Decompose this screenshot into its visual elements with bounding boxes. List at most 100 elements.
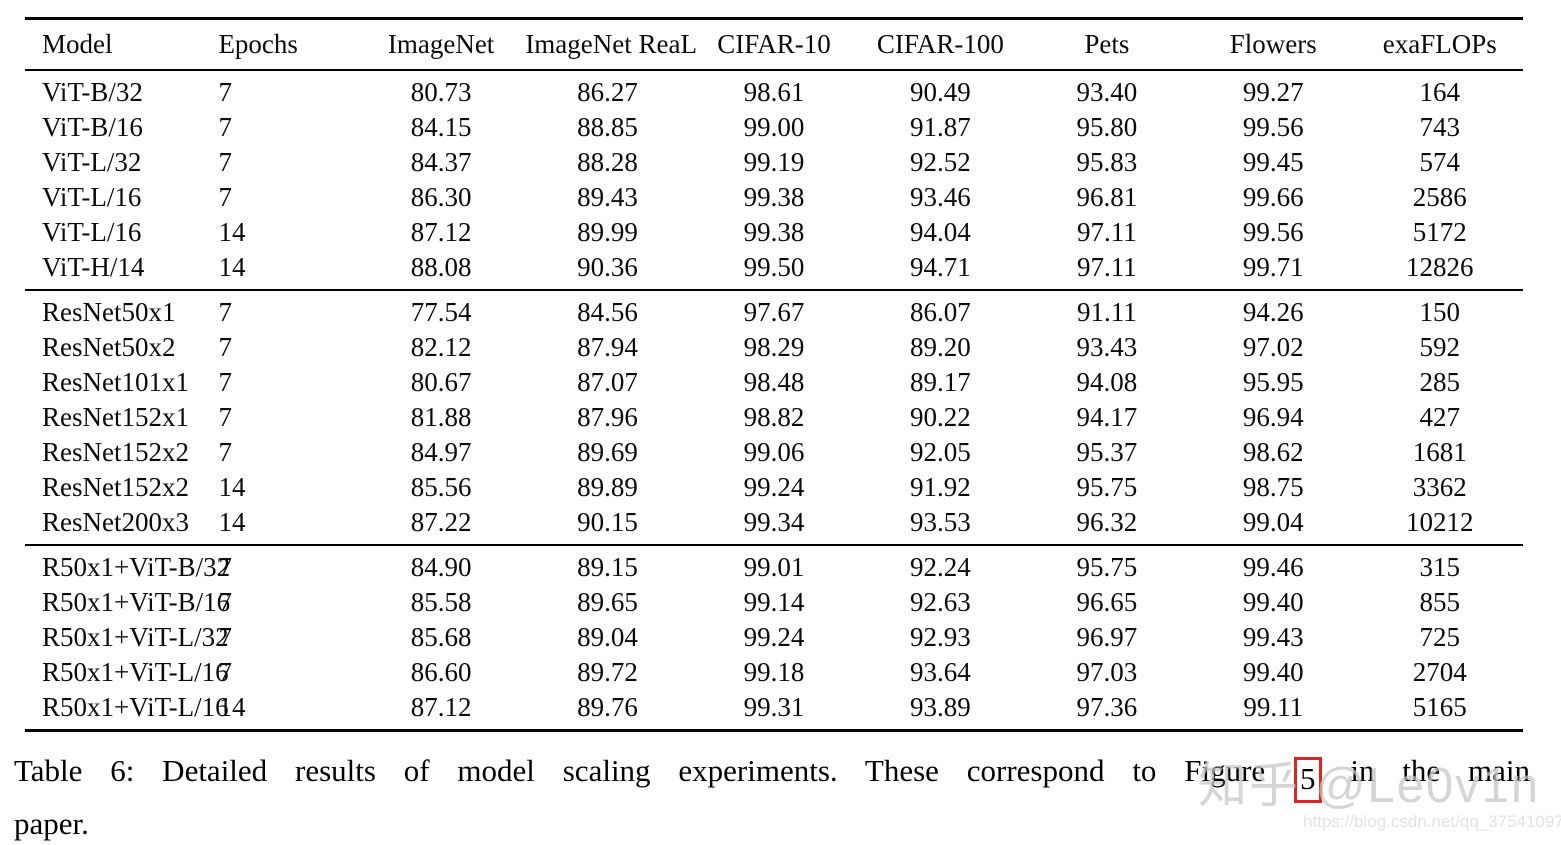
column-header-imagenet-real: ImageNet ReaL: [525, 29, 697, 59]
value-cell-imagenet: 85.58: [410, 587, 472, 617]
model-cell: ResNet152x2: [42, 437, 189, 467]
model-cell: ResNet152x1: [42, 402, 189, 432]
value-cell-cifar-100: 91.87: [910, 112, 971, 142]
model-cell: ViT-L/32: [42, 147, 142, 177]
value-cell-epochs: 7: [218, 587, 232, 617]
value-cell-pets: 97.36: [1076, 692, 1138, 722]
column-header-model: Model: [42, 29, 113, 59]
table-caption: Table 6: Detailed results of model scali…: [14, 750, 1530, 845]
value-cell-imagenet-real: 90.15: [577, 507, 638, 537]
value-cell-imagenet: 86.30: [410, 182, 472, 212]
value-cell-imagenet-real: 87.94: [577, 332, 638, 362]
value-cell-imagenet: 84.15: [410, 112, 472, 142]
value-cell-imagenet: 77.54: [410, 297, 472, 327]
model-cell: ResNet152x2: [42, 472, 189, 502]
value-cell-imagenet-real: 89.99: [577, 217, 638, 247]
column-header-imagenet: ImageNet: [387, 29, 495, 59]
model-cell: R50x1+ViT-B/16: [42, 587, 231, 617]
value-cell-cifar-100: 89.20: [910, 332, 971, 362]
table-row: ResNet152x1 7 81.88 87.96 98.82 90.22 94.17 96.…: [25, 400, 1523, 435]
value-cell-cifar-100: 92.05: [910, 437, 971, 467]
value-cell-pets: 95.83: [1076, 147, 1138, 177]
column-header-cifar-10: CIFAR-10: [717, 29, 831, 59]
model-cell: ResNet50x2: [42, 332, 176, 362]
value-cell-imagenet: 80.67: [410, 367, 472, 397]
value-cell-imagenet-real: 88.28: [577, 147, 638, 177]
value-cell-flowers: 97.02: [1242, 332, 1304, 362]
value-cell-epochs: 7: [218, 402, 232, 432]
value-cell-imagenet-real: 86.27: [577, 77, 638, 107]
value-cell-imagenet: 87.12: [410, 217, 472, 247]
value-cell-imagenet-real: 89.76: [577, 692, 638, 722]
table-row: ViT-L/32 7 84.37 88.28 99.19 92.52 95.83 99.45 5…: [25, 145, 1523, 180]
table-row: ResNet152x2 7 84.97 89.69 99.06 92.05 95.37 98.…: [25, 435, 1523, 470]
value-cell-cifar-10: 97.67: [743, 297, 805, 327]
value-cell-cifar-100: 91.92: [910, 472, 971, 502]
value-cell-imagenet: 86.60: [410, 657, 472, 687]
caption-text-prefix: Table 6: Detailed results of model scali…: [14, 753, 1294, 788]
value-cell-epochs: 14: [218, 507, 246, 537]
value-cell-exaflops: 725: [1419, 622, 1461, 652]
caption-line-1: Table 6: Detailed results of model scali…: [14, 750, 1530, 803]
value-cell-exaflops: 2704: [1412, 657, 1467, 687]
value-cell-exaflops: 285: [1419, 367, 1461, 397]
table-row: R50x1+ViT-L/32 7 85.68 89.04 99.24 92.93 96.97…: [25, 620, 1523, 655]
value-cell-pets: 95.75: [1076, 552, 1138, 582]
value-cell-cifar-100: 86.07: [910, 297, 971, 327]
table-row: ResNet101x1 7 80.67 87.07 98.48 89.17 94.08 95.…: [25, 365, 1523, 400]
value-cell-pets: 97.11: [1076, 252, 1137, 282]
value-cell-imagenet: 85.68: [410, 622, 472, 652]
value-cell-exaflops: 12826: [1406, 252, 1474, 282]
table-row: ViT-L/16 14 87.12 89.99 99.38 94.04 97.11 99.56…: [25, 215, 1523, 250]
value-cell-cifar-10: 99.18: [743, 657, 805, 687]
value-cell-cifar-10: 99.19: [743, 147, 805, 177]
value-cell-cifar-100: 94.04: [910, 217, 971, 247]
model-cell: ResNet50x1: [42, 297, 176, 327]
caption-text-suffix: in the main: [1322, 753, 1530, 788]
column-header-exaflops: exaFLOPs: [1382, 29, 1497, 59]
value-cell-epochs: 7: [218, 657, 232, 687]
value-cell-pets: 96.65: [1076, 587, 1138, 617]
value-cell-pets: 96.32: [1076, 507, 1138, 537]
figure-ref-link[interactable]: 5: [1294, 757, 1322, 803]
model-cell: R50x1+ViT-L/16: [42, 692, 229, 722]
value-cell-cifar-100: 92.52: [910, 147, 971, 177]
value-cell-flowers: 99.71: [1242, 252, 1304, 282]
value-cell-imagenet: 84.90: [410, 552, 472, 582]
value-cell-imagenet-real: 89.15: [577, 552, 638, 582]
value-cell-epochs: 7: [218, 297, 232, 327]
value-cell-cifar-100: 89.17: [910, 367, 971, 397]
results-table: Model Epochs ImageNet ImageNet ReaL CIFAR-10…: [25, 17, 1523, 732]
value-cell-pets: 93.40: [1076, 77, 1138, 107]
model-cell: ViT-B/32: [42, 77, 143, 107]
value-cell-cifar-10: 99.24: [743, 622, 805, 652]
value-cell-pets: 95.75: [1076, 472, 1138, 502]
value-cell-epochs: 14: [218, 217, 246, 247]
value-cell-imagenet-real: 89.65: [577, 587, 638, 617]
model-cell: ViT-H/14: [42, 252, 145, 282]
model-cell: R50x1+ViT-L/16: [42, 657, 229, 687]
value-cell-cifar-10: 98.48: [743, 367, 805, 397]
value-cell-cifar-100: 92.63: [910, 587, 971, 617]
value-cell-cifar-10: 98.29: [743, 332, 805, 362]
value-cell-imagenet: 87.12: [410, 692, 472, 722]
value-cell-flowers: 99.43: [1242, 622, 1304, 652]
value-cell-cifar-100: 94.71: [910, 252, 971, 282]
model-cell: R50x1+ViT-L/32: [42, 622, 229, 652]
value-cell-cifar-100: 92.93: [910, 622, 971, 652]
value-cell-imagenet-real: 87.07: [577, 367, 638, 397]
value-cell-flowers: 99.46: [1242, 552, 1304, 582]
value-cell-cifar-10: 99.38: [743, 217, 805, 247]
value-cell-exaflops: 2586: [1412, 182, 1467, 212]
value-cell-imagenet: 87.22: [410, 507, 472, 537]
column-header-cifar-100: CIFAR-100: [876, 29, 1004, 59]
value-cell-imagenet-real: 87.96: [577, 402, 638, 432]
value-cell-imagenet: 84.97: [410, 437, 472, 467]
value-cell-pets: 91.11: [1076, 297, 1137, 327]
value-cell-cifar-100: 93.46: [910, 182, 971, 212]
value-cell-exaflops: 3362: [1412, 472, 1467, 502]
value-cell-epochs: 14: [218, 692, 246, 722]
value-cell-pets: 95.37: [1076, 437, 1138, 467]
value-cell-epochs: 7: [218, 332, 232, 362]
value-cell-cifar-10: 99.31: [743, 692, 805, 722]
